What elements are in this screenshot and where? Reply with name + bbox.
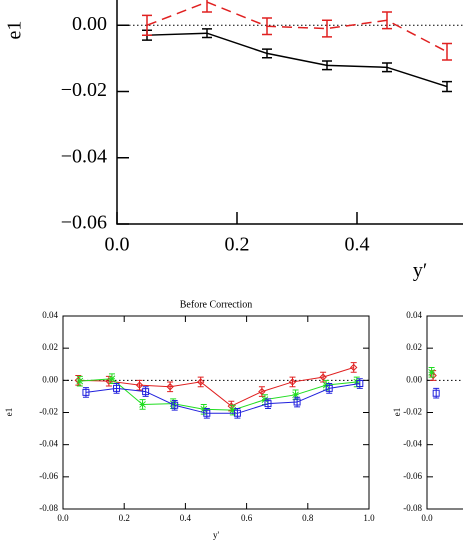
y-tick-label: -0.02 xyxy=(403,407,422,417)
y-tick-label: -0.08 xyxy=(39,503,58,513)
y-axis-label: e1 xyxy=(4,408,14,417)
x-tick-label: 0.2 xyxy=(225,234,250,256)
x-tick-label: 0.2 xyxy=(119,513,130,523)
plot: Before Correction e1 y' 0.04 0.02 0.00 -0.02 -0… xyxy=(4,299,375,540)
chart-title: Before Correction xyxy=(180,299,252,310)
data-marker xyxy=(108,375,116,383)
data-marker xyxy=(113,384,121,392)
data-marker xyxy=(325,384,333,392)
data-marker xyxy=(142,388,150,396)
data-marker xyxy=(233,409,241,417)
data-marker xyxy=(293,398,301,406)
error-bar xyxy=(322,19,332,38)
error-bar xyxy=(322,60,332,71)
data-marker xyxy=(349,363,358,372)
series-line xyxy=(78,366,354,407)
x-axis-label: y′ xyxy=(413,260,427,282)
data-marker xyxy=(264,400,272,408)
y-tick-label: 0.02 xyxy=(406,342,422,352)
data-marker xyxy=(261,396,269,403)
y-tick-label: −0.02 xyxy=(61,79,107,101)
error-bar xyxy=(142,14,152,36)
y-tick-label: -0.04 xyxy=(403,439,422,449)
data-marker xyxy=(166,383,174,391)
error-bar xyxy=(442,80,452,93)
x-tick-label: 0.4 xyxy=(180,513,192,523)
y-tick-label: 0.04 xyxy=(406,310,422,320)
y-tick-label: −0.06 xyxy=(61,212,107,234)
plot: e1 y′ 0.00 −0.02 −0.04 −0.060.0 0.2 0.4 xyxy=(4,0,463,282)
data-marker xyxy=(139,401,146,408)
y-axis-label: e1 xyxy=(392,408,402,417)
data-marker xyxy=(135,381,144,389)
y-tick-label: -0.08 xyxy=(403,503,422,513)
plot-frame xyxy=(62,315,370,510)
x-tick-label: 1.0 xyxy=(363,513,375,523)
plot: e1 0.04 0.02 0.00 -0.02 -0.04 -0.06 -0.080.0 xyxy=(392,310,463,523)
error-bar xyxy=(202,28,212,39)
x-tick-label: 0.0 xyxy=(105,234,130,256)
x-tick-label: 0.0 xyxy=(57,513,69,523)
x-tick-label: 0.6 xyxy=(241,513,253,523)
y-tick-label: -0.06 xyxy=(39,471,58,481)
data-marker xyxy=(76,377,84,385)
data-marker xyxy=(292,391,299,399)
x-tick-label: 0.0 xyxy=(421,513,433,523)
series-line xyxy=(146,32,448,88)
x-tick-label: 0.4 xyxy=(345,234,370,256)
data-marker xyxy=(203,409,211,417)
data-marker xyxy=(432,389,440,397)
data-marker xyxy=(428,368,435,376)
y-axis-label: e1 xyxy=(4,21,26,40)
data-marker xyxy=(196,378,205,386)
y-tick-label: 0.00 xyxy=(42,374,58,384)
y-tick-label: -0.02 xyxy=(39,407,58,417)
y-tick-label: −0.04 xyxy=(61,145,107,167)
x-axis-label: y' xyxy=(213,530,220,540)
error-bar xyxy=(442,42,452,61)
y-tick-label: 0.00 xyxy=(406,374,422,384)
data-marker xyxy=(82,388,90,396)
y-tick-label: -0.06 xyxy=(403,471,422,481)
y-tick-label: 0.00 xyxy=(72,13,107,35)
error-bar xyxy=(262,48,272,59)
series-line xyxy=(146,1,448,53)
data-marker xyxy=(356,380,364,388)
data-marker xyxy=(169,400,177,408)
y-tick-label: 0.04 xyxy=(42,310,58,320)
y-tick-label: 0.02 xyxy=(42,342,58,352)
y-tick-label: -0.04 xyxy=(39,439,58,449)
series-line xyxy=(79,378,357,411)
data-marker xyxy=(319,373,327,381)
error-bar xyxy=(382,11,392,30)
x-tick-label: 0.8 xyxy=(302,513,314,523)
data-marker xyxy=(288,378,297,386)
data-marker xyxy=(200,405,208,413)
data-marker xyxy=(258,387,266,396)
data-marker xyxy=(171,401,179,409)
error-bar xyxy=(262,17,272,36)
series-line xyxy=(85,383,360,414)
error-bar xyxy=(202,0,212,13)
error-bar xyxy=(382,62,392,73)
data-marker xyxy=(229,406,237,414)
